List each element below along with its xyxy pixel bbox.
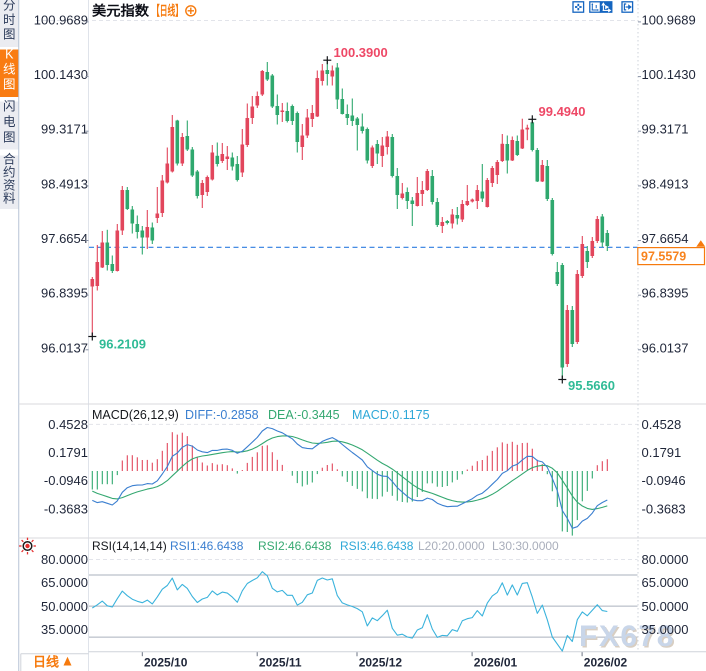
svg-text:100.1430: 100.1430 [34, 67, 88, 82]
svg-text:合: 合 [3, 152, 16, 167]
svg-text:99.3171: 99.3171 [642, 122, 689, 137]
svg-text:0.4528: 0.4528 [642, 417, 682, 432]
svg-text:98.4913: 98.4913 [41, 176, 88, 191]
svg-text:RSI2:46.6438: RSI2:46.6438 [258, 539, 332, 553]
svg-text:闪: 闪 [3, 100, 16, 114]
svg-text:100.3900: 100.3900 [334, 45, 388, 60]
svg-text:约: 约 [3, 165, 16, 180]
svg-text:RSI(14,14,14): RSI(14,14,14) [92, 539, 167, 553]
svg-text:80.0000: 80.0000 [41, 552, 88, 567]
svg-text:50.0000: 50.0000 [41, 599, 88, 614]
svg-text:L30:30.0000: L30:30.0000 [492, 539, 559, 553]
svg-text:35.0000: 35.0000 [642, 622, 689, 637]
svg-text:0.1791: 0.1791 [48, 445, 88, 460]
svg-text:80.0000: 80.0000 [642, 552, 689, 567]
svg-text:2025/10: 2025/10 [144, 656, 188, 670]
svg-text:-0.0946: -0.0946 [642, 473, 686, 488]
svg-text:图: 图 [3, 78, 16, 92]
svg-text:RSI1:46.6438: RSI1:46.6438 [170, 539, 244, 553]
svg-text:日线: 日线 [33, 655, 59, 670]
svg-text:96.8395: 96.8395 [41, 286, 88, 301]
svg-text:DEA:-0.3445: DEA:-0.3445 [268, 408, 340, 422]
svg-text:96.0137: 96.0137 [642, 340, 689, 355]
svg-text:50.0000: 50.0000 [642, 599, 689, 614]
svg-text:分: 分 [3, 0, 16, 13]
svg-text:2026/02: 2026/02 [584, 656, 628, 670]
svg-text:MACD(26,12,9): MACD(26,12,9) [92, 408, 179, 422]
svg-text:96.2109: 96.2109 [99, 337, 146, 352]
svg-text:65.0000: 65.0000 [642, 575, 689, 590]
svg-text:97.6654: 97.6654 [642, 231, 689, 246]
svg-text:-0.0946: -0.0946 [44, 473, 88, 488]
svg-text:2026/01: 2026/01 [474, 656, 518, 670]
svg-text:0.1791: 0.1791 [642, 445, 682, 460]
svg-text:图: 图 [3, 131, 16, 145]
svg-text:100.9689: 100.9689 [642, 12, 696, 27]
svg-text:100.9689: 100.9689 [34, 12, 88, 27]
svg-text:98.4913: 98.4913 [642, 176, 689, 191]
svg-text:资: 资 [3, 179, 16, 193]
svg-text:图: 图 [3, 28, 16, 42]
svg-text:100.1430: 100.1430 [642, 67, 696, 82]
svg-text:料: 料 [3, 192, 16, 206]
svg-text:L20:20.0000: L20:20.0000 [418, 539, 485, 553]
svg-text:96.0137: 96.0137 [41, 340, 88, 355]
svg-text:FX678: FX678 [581, 622, 677, 655]
svg-text:96.8395: 96.8395 [642, 286, 689, 301]
svg-text:65.0000: 65.0000 [41, 575, 88, 590]
svg-text:35.0000: 35.0000 [41, 622, 88, 637]
svg-text:2025/12: 2025/12 [359, 656, 403, 670]
svg-text:99.4940: 99.4940 [539, 104, 586, 119]
svg-text:99.3171: 99.3171 [41, 122, 88, 137]
svg-text:MACD:0.1175: MACD:0.1175 [352, 408, 430, 422]
svg-text:电: 电 [3, 115, 16, 129]
svg-text:-0.3683: -0.3683 [642, 501, 686, 516]
svg-text:95.5660: 95.5660 [568, 378, 615, 393]
svg-text:时: 时 [3, 13, 16, 27]
svg-text:线: 线 [3, 63, 16, 77]
svg-text:97.5579: 97.5579 [641, 250, 686, 264]
svg-text:【日线】: 【日线】 [152, 3, 183, 19]
svg-text:2025/11: 2025/11 [259, 656, 302, 670]
svg-text:DIFF:-0.2858: DIFF:-0.2858 [185, 408, 259, 422]
svg-text:K: K [5, 48, 14, 62]
svg-text:FX678: FX678 [579, 620, 675, 653]
svg-text:97.6654: 97.6654 [41, 231, 88, 246]
svg-text:RSI3:46.6438: RSI3:46.6438 [340, 539, 414, 553]
svg-text:-0.3683: -0.3683 [44, 501, 88, 516]
svg-text:0.4528: 0.4528 [48, 417, 88, 432]
svg-text:美元指数: 美元指数 [92, 3, 150, 19]
